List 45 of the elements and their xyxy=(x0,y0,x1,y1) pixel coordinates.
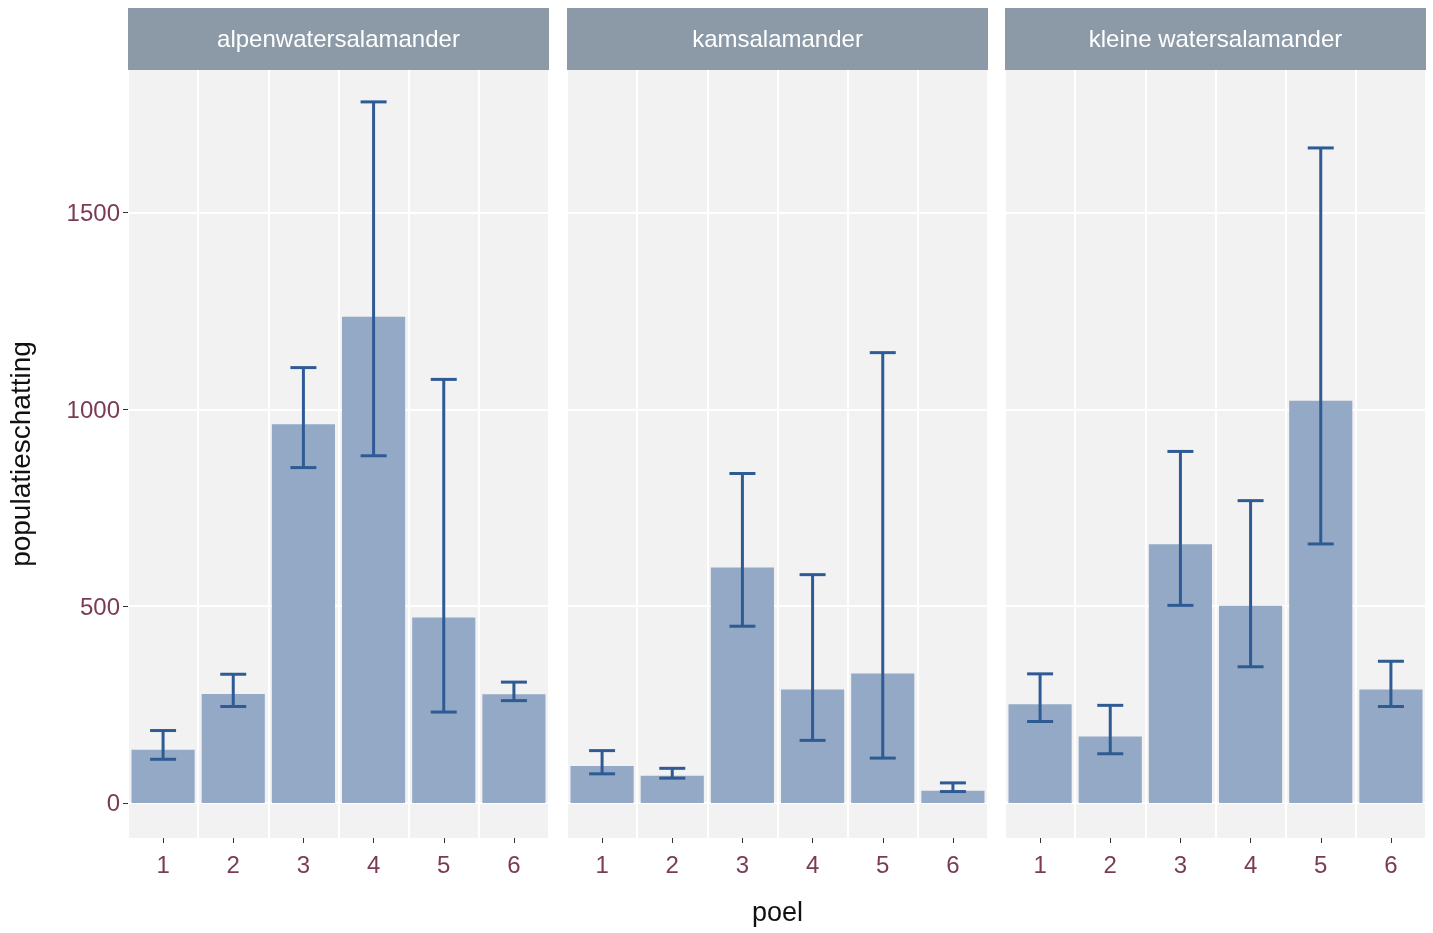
x-tick-label: 1 xyxy=(156,850,170,878)
y-tick-label: 0 xyxy=(106,789,120,817)
x-tick-label: 5 xyxy=(876,850,890,878)
x-tick-label: 6 xyxy=(507,850,521,878)
chart-title: kleine watersalamander xyxy=(1005,8,1426,70)
x-tick-label: 1 xyxy=(595,850,609,878)
x-tick-label: 3 xyxy=(1173,850,1188,878)
x-axis-title: poel xyxy=(751,896,804,927)
bar xyxy=(482,694,546,803)
bar xyxy=(921,790,985,803)
x-tick-label: 5 xyxy=(1314,850,1328,878)
bar xyxy=(710,567,774,803)
bar xyxy=(781,689,845,803)
bar xyxy=(1289,400,1353,803)
x-tick-label: 4 xyxy=(1243,850,1258,878)
x-tick-label: 2 xyxy=(665,850,679,878)
bar xyxy=(201,693,265,803)
x-tick-label: 3 xyxy=(735,850,750,878)
bar xyxy=(640,775,704,803)
x-tick-label: 2 xyxy=(226,850,240,878)
bar xyxy=(1359,689,1423,803)
bar xyxy=(570,765,634,803)
x-tick-label: 6 xyxy=(946,850,960,878)
bar xyxy=(412,617,476,803)
x-tick-label: 1 xyxy=(1033,850,1047,878)
bar xyxy=(1219,605,1283,803)
bar xyxy=(131,749,195,803)
x-tick-label: 4 xyxy=(366,850,381,878)
y-axis-title: populatieschatting xyxy=(4,341,36,567)
x-tick-label: 3 xyxy=(296,850,311,878)
bar xyxy=(1148,544,1212,803)
x-tick-label: 5 xyxy=(437,850,451,878)
x-tick-label: 6 xyxy=(1384,850,1398,878)
chart-title: alpenwatersalamander xyxy=(128,8,549,70)
bar xyxy=(1008,704,1072,803)
x-tick-label: 4 xyxy=(805,850,820,878)
bar xyxy=(851,673,915,803)
bar xyxy=(342,316,406,803)
bar xyxy=(1078,736,1142,803)
x-tick-label: 2 xyxy=(1103,850,1117,878)
y-tick-label: 500 xyxy=(79,592,120,620)
bar xyxy=(271,424,335,803)
y-tick-label: 1000 xyxy=(66,395,120,423)
y-tick-label: 1500 xyxy=(66,199,120,226)
chart-title: kamsalamander xyxy=(567,8,988,70)
